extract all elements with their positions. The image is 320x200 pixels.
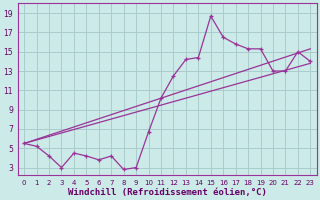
X-axis label: Windchill (Refroidissement éolien,°C): Windchill (Refroidissement éolien,°C) [68, 188, 267, 197]
